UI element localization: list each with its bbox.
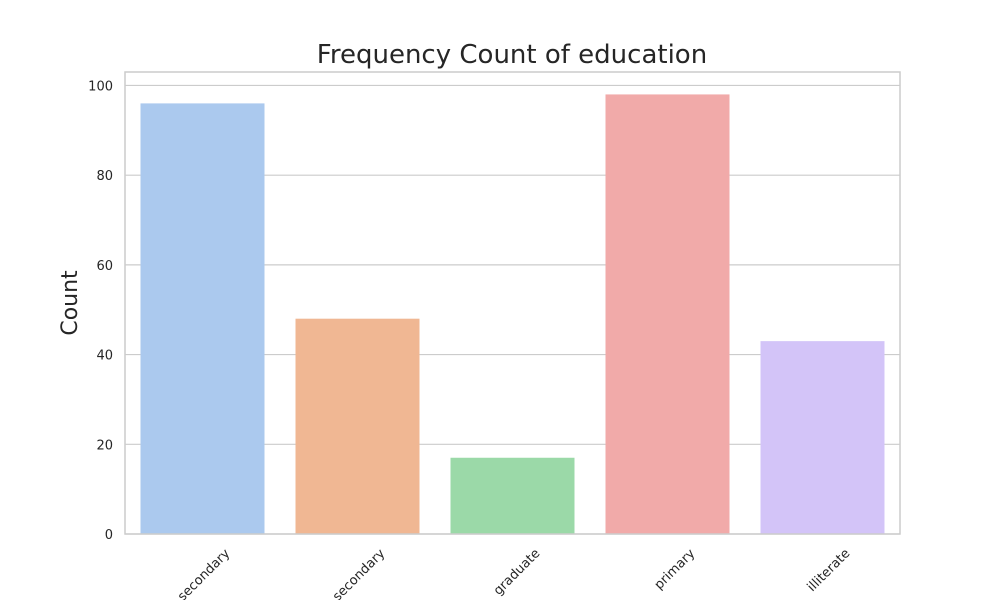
y-tick-labels: 0 20 40 60 80 100 (88, 79, 113, 543)
x-tick-labels: secondary secondary graduate primary illiter… (175, 546, 853, 600)
plot-frame (124, 71, 901, 535)
x-tick-label: secondary (175, 546, 233, 600)
y-axis-label: Count (58, 270, 83, 336)
y-tick-label: 80 (96, 169, 113, 184)
x-tick-label: primary (652, 546, 699, 593)
x-tick-label: graduate (491, 546, 543, 598)
bar (140, 103, 265, 534)
y-tick-label: 20 (96, 438, 113, 453)
bar (760, 341, 885, 534)
y-tick-label: 100 (88, 79, 113, 94)
x-tick-label: secondary (330, 546, 388, 600)
bar (295, 318, 420, 534)
y-tick-label: 60 (96, 259, 113, 274)
y-tick-label: 40 (96, 349, 113, 364)
bar (450, 457, 575, 534)
bar (605, 94, 730, 534)
y-tick-label: 0 (105, 528, 113, 543)
bars (140, 94, 885, 534)
x-tick-label: illiterate (805, 546, 854, 595)
chart-title: Frequency Count of education (317, 40, 707, 70)
